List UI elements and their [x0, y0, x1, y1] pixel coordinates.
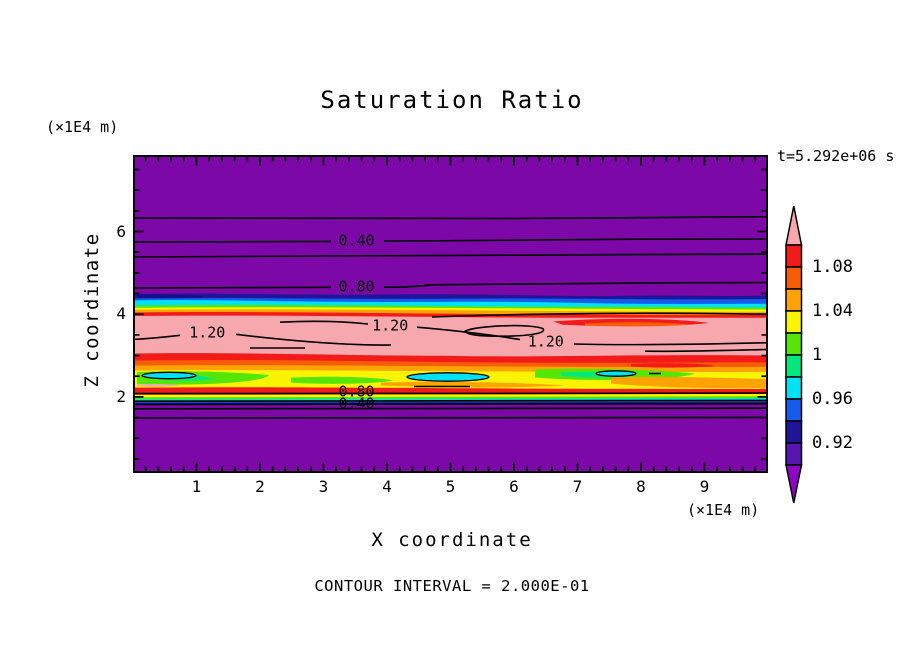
x-tick-label: 2 [255, 477, 265, 496]
x-tick-label: 3 [318, 477, 329, 496]
colorbar-segment [785, 266, 803, 290]
colorbar-segment [785, 310, 803, 334]
colorbar-segment [785, 244, 803, 268]
colorbar-under-arrow [785, 464, 803, 504]
x-tick-label: 7 [572, 477, 583, 496]
plot-area: 0.400.801.20 1.201.200.800.40 [133, 155, 768, 473]
contour-label: 1.20 [372, 316, 408, 334]
colorbar-segment [785, 288, 803, 312]
contour-value-labels: 0.400.801.20 1.201.200.800.40 [189, 232, 564, 413]
colorbar-label: 0.92 [812, 433, 853, 453]
x-tick-label: 5 [445, 477, 456, 496]
x-tick-label: 6 [509, 477, 519, 496]
contour-label: 1.20 [189, 323, 225, 341]
contour-label: 0.40 [338, 232, 374, 250]
x-tick-label: 8 [636, 477, 646, 496]
colorbar-segment [785, 332, 803, 356]
x-tick-label: 9 [699, 477, 710, 496]
colorbar-label: 1 [812, 345, 822, 365]
y-tick-label: 4 [116, 304, 126, 324]
y-tick-label: 2 [116, 386, 126, 406]
colorbar-over-arrow [785, 205, 803, 246]
colorbar: 1.08 1.04 1 0.96 0.92 [785, 205, 853, 504]
axis-ticks [135, 157, 766, 471]
colorbar-label: 1.08 [812, 257, 853, 277]
colorbar-label: 1.04 [812, 301, 853, 321]
plot-frame [133, 155, 768, 473]
contour-interval-caption: CONTOUR INTERVAL = 2.000E-01 [314, 577, 590, 595]
contour-label: 0.40 [338, 394, 374, 412]
colorbar-segment [785, 398, 803, 422]
time-annotation: t=5.292e+06 s [777, 147, 895, 165]
chart-title: Saturation Ratio [320, 86, 584, 114]
x-axis-title: X coordinate [371, 529, 533, 551]
x-tick-label: 1 [191, 477, 202, 496]
contour-lines [133, 216, 768, 419]
colorbar-label: 0.96 [812, 389, 853, 409]
x-axis-unit-label: (×1E4 m) [687, 501, 760, 519]
contour-label: 1.20 [528, 332, 564, 350]
filled-contour-bands [133, 155, 768, 473]
contour-label: 0.80 [338, 382, 374, 400]
y-tick-label: 6 [116, 221, 126, 241]
contour-label: 0.80 [338, 277, 374, 295]
colorbar-segment [785, 442, 803, 466]
colorbar-segment [785, 354, 803, 378]
colorbar-segment [785, 376, 803, 400]
x-tick-label: 4 [382, 477, 392, 496]
colorbar-segment [785, 420, 803, 444]
y-axis-unit-label: (×1E4 m) [46, 118, 119, 136]
